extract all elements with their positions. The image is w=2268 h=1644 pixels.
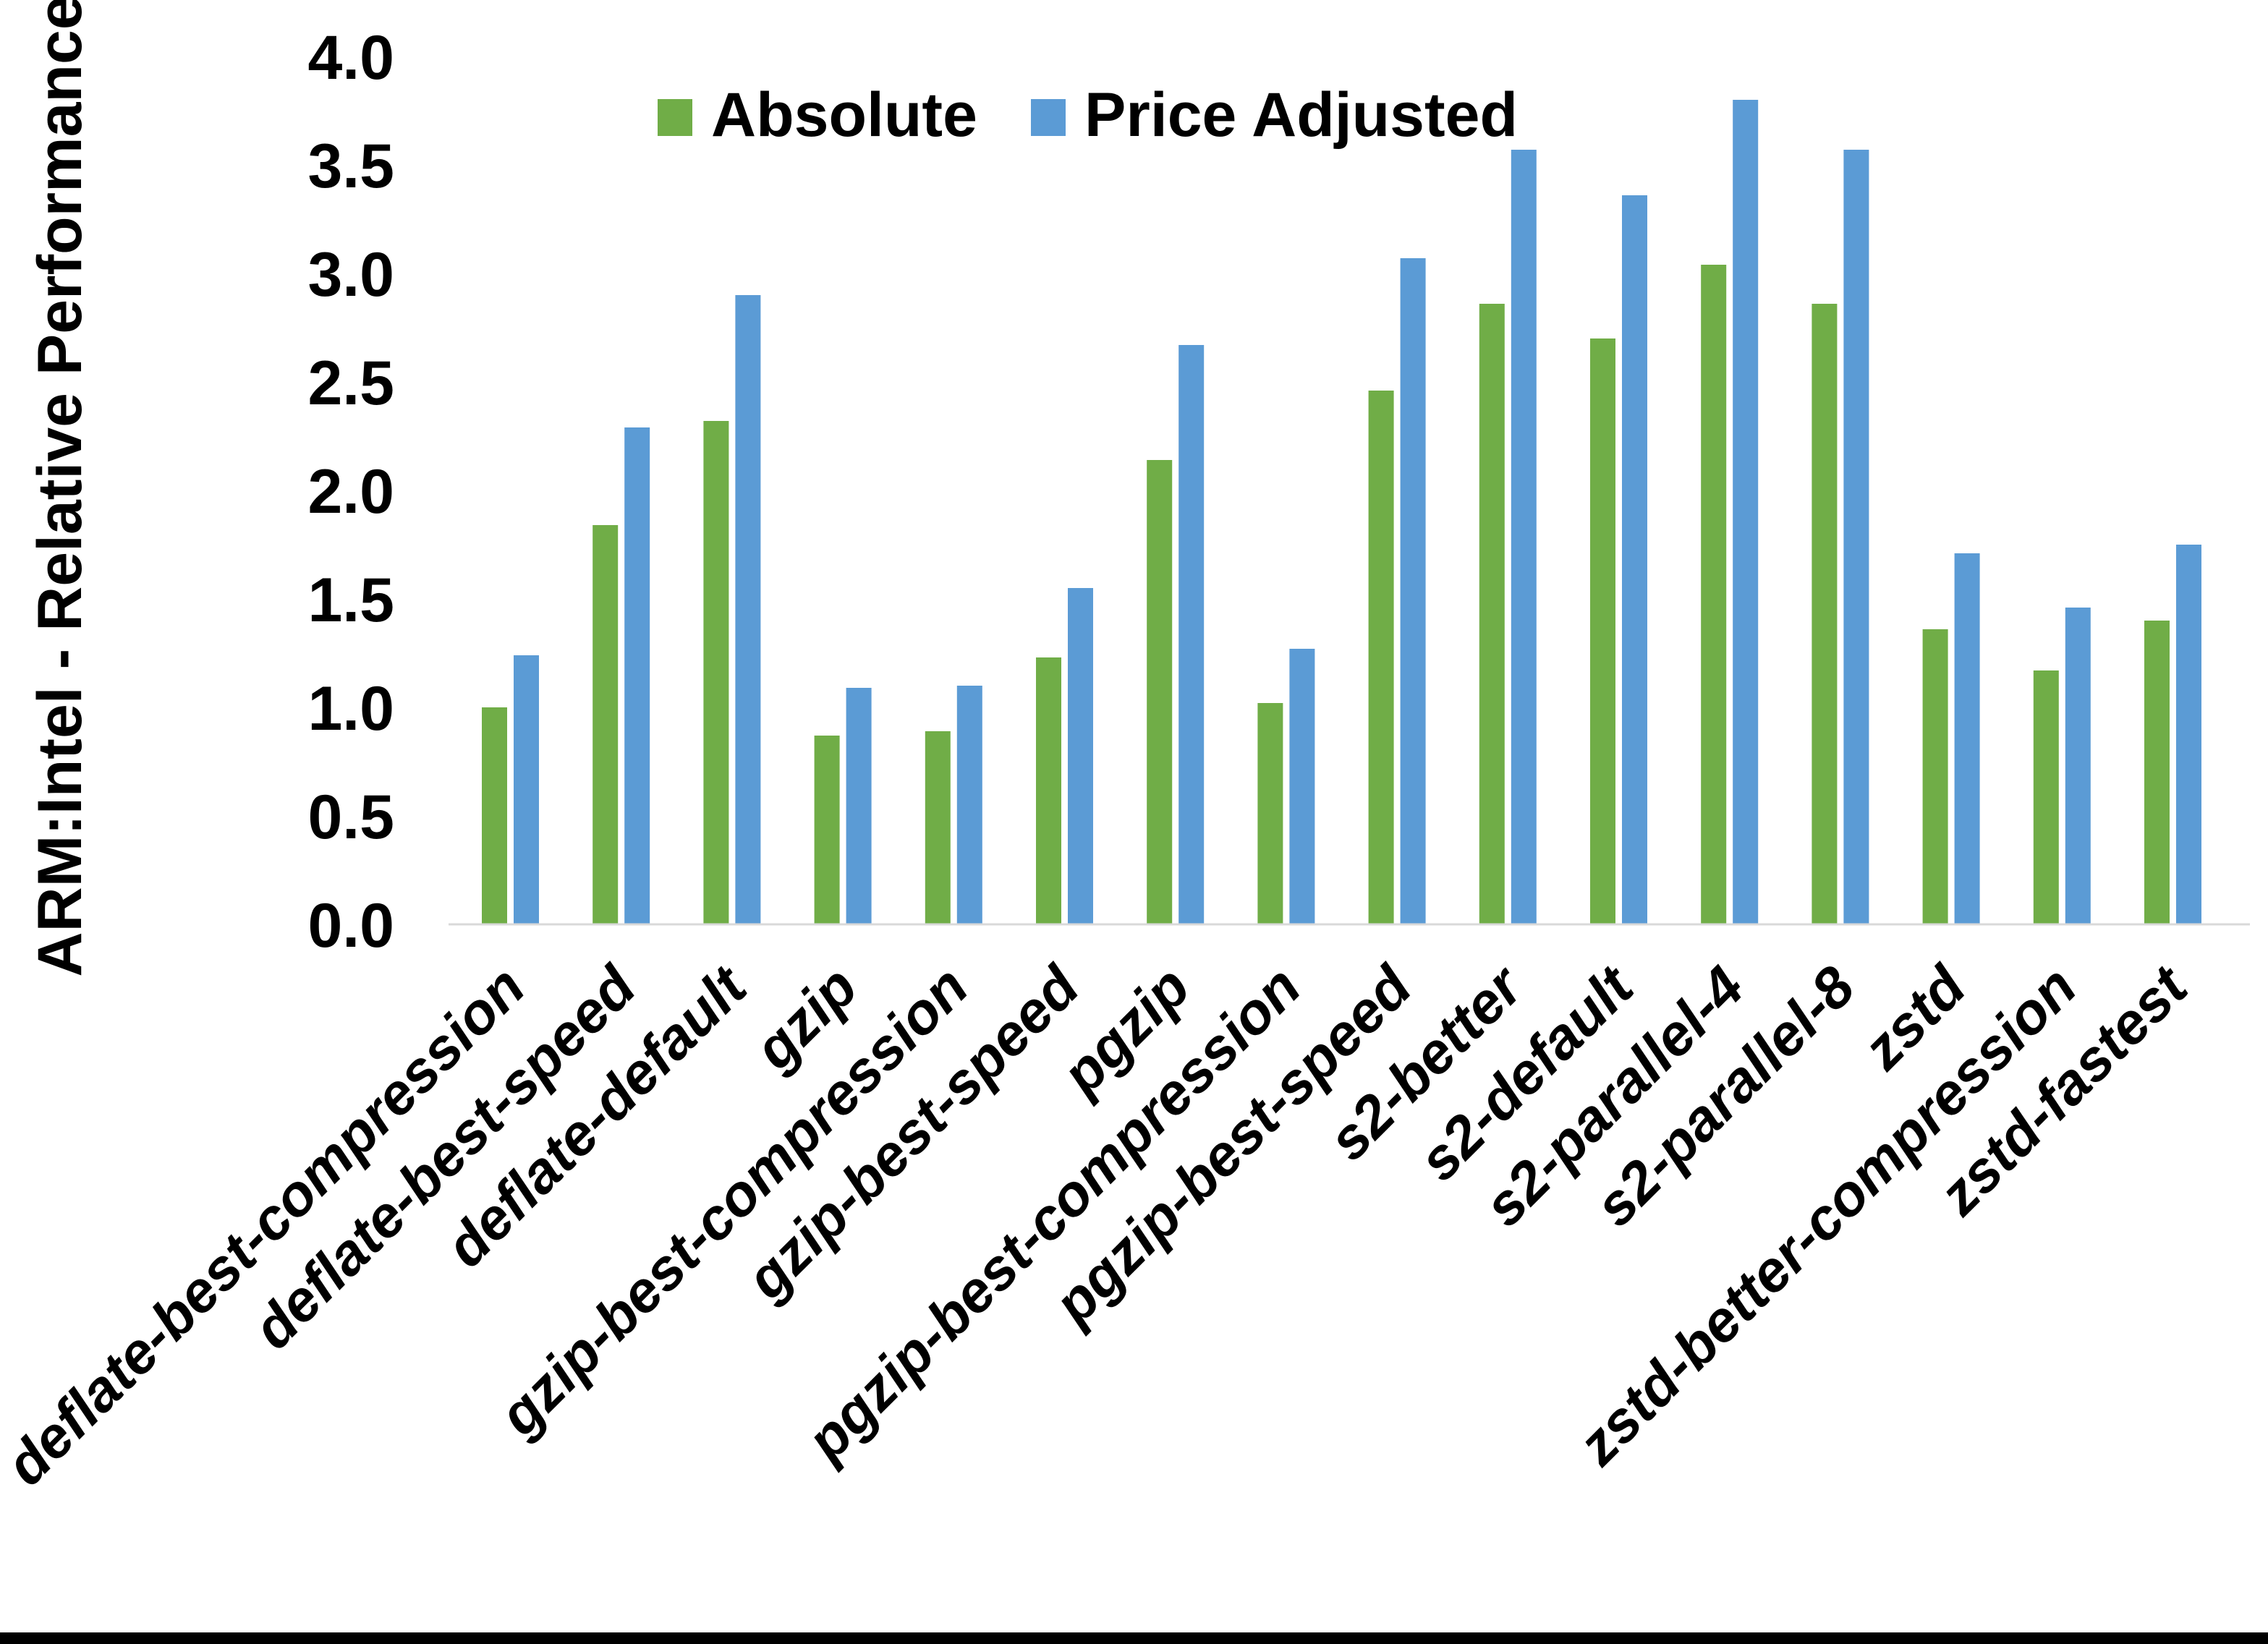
legend: Absolute Price Adjusted bbox=[658, 80, 1518, 150]
bar-price-adjusted-deflate-default bbox=[735, 295, 761, 924]
bar-price-adjusted-pgzip-best-speed bbox=[1400, 258, 1426, 924]
legend-label-price-adjusted: Price Adjusted bbox=[1084, 80, 1518, 150]
bar-price-adjusted-s2-better bbox=[1511, 150, 1537, 924]
y-tick-label-4.0: 4.0 bbox=[307, 23, 394, 93]
bar-absolute-s2-parallel-4 bbox=[1701, 265, 1727, 924]
bar-absolute-deflate-default bbox=[703, 421, 729, 924]
bar-price-adjusted-deflate-best-compression bbox=[514, 655, 539, 924]
bar-absolute-gzip-best-speed bbox=[1036, 657, 1061, 924]
y-axis-title: ARM:Intel - Relative Performance bbox=[25, 0, 95, 977]
y-tick-label-0.5: 0.5 bbox=[307, 783, 394, 852]
bar-price-adjusted-gzip-best-speed bbox=[1068, 588, 1093, 924]
bar-absolute-s2-better bbox=[1479, 304, 1505, 924]
bar-price-adjusted-zstd bbox=[1954, 553, 1980, 924]
bar-price-adjusted-s2-parallel-8 bbox=[1843, 150, 1869, 924]
bar-absolute-s2-parallel-8 bbox=[1812, 304, 1838, 924]
y-tick-label-2.0: 2.0 bbox=[307, 457, 394, 527]
bar-series bbox=[482, 100, 2201, 924]
bar-price-adjusted-gzip-best-compression bbox=[956, 686, 982, 924]
legend-swatch-absolute bbox=[658, 99, 692, 136]
bar-price-adjusted-deflate-best-speed bbox=[624, 427, 650, 924]
bar-price-adjusted-zstd-better-compression bbox=[2065, 608, 2091, 924]
bar-absolute-s2-default bbox=[1590, 338, 1615, 924]
legend-label-absolute: Absolute bbox=[711, 80, 977, 150]
y-tick-label-3.5: 3.5 bbox=[307, 132, 394, 201]
legend-swatch-price-adjusted bbox=[1031, 99, 1066, 136]
bar-absolute-pgzip-best-speed bbox=[1368, 391, 1394, 924]
bar-absolute-deflate-best-speed bbox=[593, 525, 619, 924]
y-tick-label-3.0: 3.0 bbox=[307, 240, 394, 310]
y-axis-tick-labels: 0.0 0.5 1.0 1.5 2.0 2.5 3.0 3.5 4.0 bbox=[307, 23, 394, 961]
bar-absolute-deflate-best-compression bbox=[482, 707, 507, 924]
bar-absolute-zstd-better-compression bbox=[2033, 670, 2059, 924]
y-tick-label-0.0: 0.0 bbox=[307, 891, 394, 961]
bar-absolute-gzip-best-compression bbox=[925, 731, 951, 924]
bar-absolute-pgzip-best-compression bbox=[1257, 703, 1283, 924]
bar-absolute-pgzip bbox=[1147, 460, 1173, 924]
bar-price-adjusted-gzip bbox=[846, 688, 872, 924]
y-tick-label-1.0: 1.0 bbox=[307, 674, 394, 744]
y-tick-label-2.5: 2.5 bbox=[307, 349, 394, 418]
bar-absolute-zstd bbox=[1922, 629, 1948, 924]
bar-absolute-zstd-fastest bbox=[2144, 621, 2170, 924]
bar-price-adjusted-s2-parallel-4 bbox=[1733, 100, 1759, 924]
bar-absolute-gzip bbox=[814, 736, 840, 924]
bottom-border bbox=[0, 1632, 2268, 1644]
bar-price-adjusted-s2-default bbox=[1622, 195, 1647, 924]
bar-price-adjusted-pgzip bbox=[1178, 345, 1205, 924]
bar-price-adjusted-pgzip-best-compression bbox=[1289, 649, 1315, 924]
y-tick-label-1.5: 1.5 bbox=[307, 566, 394, 635]
bar-price-adjusted-zstd-fastest bbox=[2176, 545, 2201, 924]
